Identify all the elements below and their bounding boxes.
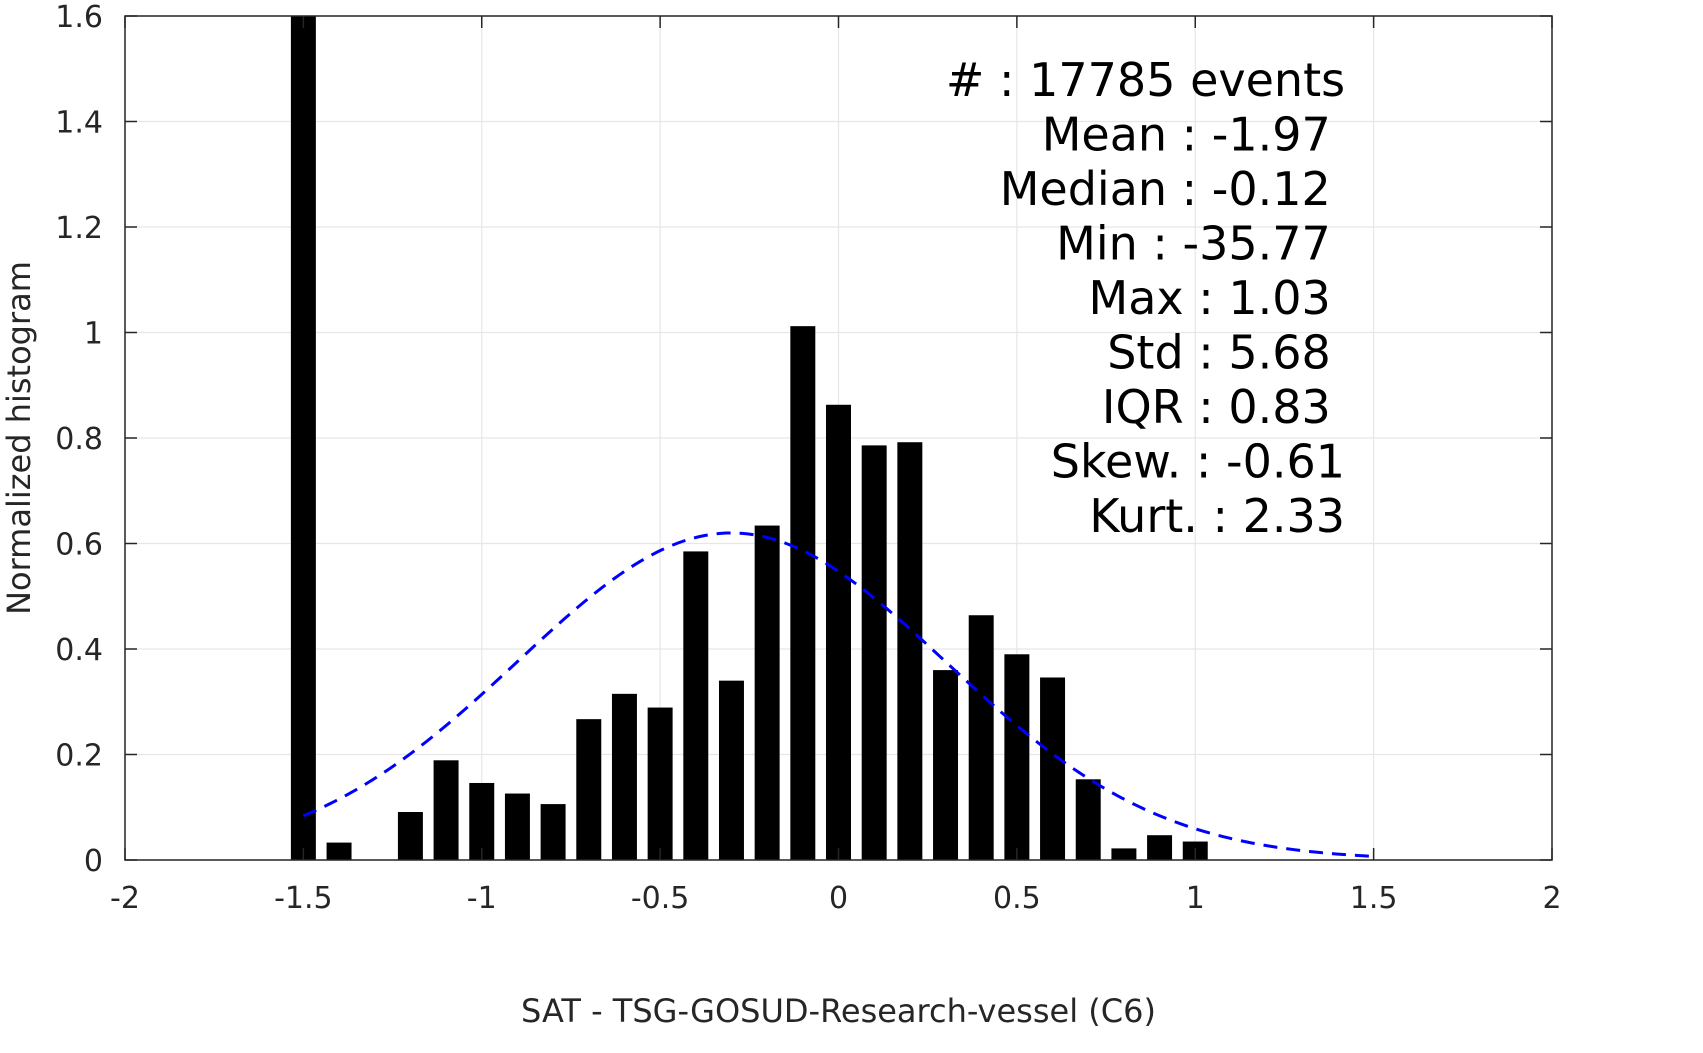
x-tick-label-5: 0.5	[993, 881, 1041, 916]
y-tick-labels: 0 0.2 0.4 0.6 0.8 1 1.2 1.4 1.6	[55, 0, 103, 879]
stat-line-7: Skew. : -0.61	[1051, 435, 1345, 489]
y-tick-label-2: 0.4	[55, 633, 103, 668]
histogram-bar-21	[1075, 779, 1101, 860]
histogram-bar-15	[861, 445, 887, 860]
histogram-bar-12	[754, 525, 780, 860]
x-tick-label-2: -1	[467, 881, 497, 916]
stat-line-2: Median : -0.12	[1000, 162, 1331, 216]
fit-curve-layer	[302, 531, 1374, 858]
histogram-bar-23	[1147, 835, 1173, 860]
stat-line-8: Kurt. : 2.33	[1089, 489, 1345, 543]
x-tick-label-6: 1	[1186, 881, 1205, 916]
y-axis-label: Normalized histogram	[0, 261, 38, 615]
histogram-bar-19	[1004, 654, 1030, 860]
y-tick-label-3: 0.6	[55, 528, 103, 563]
x-tick-label-3: -0.5	[631, 881, 690, 916]
histogram-bar-4	[469, 782, 495, 860]
x-tick-label-7: 1.5	[1350, 881, 1398, 916]
x-axis-label: SAT - TSG-GOSUD-Research-vessel (C6)	[521, 992, 1156, 1030]
stat-line-3: Min : -35.77	[1056, 217, 1331, 271]
histogram-bar-3	[433, 760, 459, 860]
histogram-bar-18	[968, 615, 994, 860]
stat-line-0: # : 17785 events	[946, 53, 1345, 107]
histogram-bar-22	[1111, 848, 1137, 860]
y-tick-label-7: 1.4	[55, 106, 103, 141]
histogram-bar-0	[290, 16, 316, 860]
y-tick-label-5: 1	[84, 317, 103, 352]
x-tick-label-8: 2	[1542, 881, 1561, 916]
x-tick-label-4: 0	[829, 881, 848, 916]
histogram-bar-5	[504, 793, 530, 860]
gaussian-fit-curve	[302, 531, 1374, 858]
histogram-bar-2	[397, 811, 423, 860]
stat-line-6: IQR : 0.83	[1102, 380, 1331, 434]
histogram-bar-17	[933, 670, 959, 860]
y-tick-label-0: 0	[84, 844, 103, 879]
x-tick-label-1: -1.5	[274, 881, 333, 916]
histogram-bar-1	[326, 842, 352, 860]
stat-line-4: Max : 1.03	[1089, 271, 1331, 325]
histogram-bar-16	[897, 442, 923, 860]
stat-line-5: Std : 5.68	[1107, 326, 1331, 380]
y-tick-label-8: 1.6	[55, 0, 103, 35]
y-tick-label-1: 0.2	[55, 739, 103, 774]
stat-line-1: Mean : -1.97	[1042, 108, 1331, 162]
histogram-bar-10	[683, 551, 709, 860]
histogram-bar-11	[718, 680, 744, 860]
histogram-bar-8	[611, 693, 637, 860]
histogram-bar-13	[790, 326, 816, 860]
x-tick-label-0: -2	[110, 881, 140, 916]
histogram-bar-20	[1040, 677, 1066, 860]
x-tick-labels: -2 -1.5 -1 -0.5 0 0.5 1 1.5 2	[110, 881, 1562, 916]
axis-ticks	[124, 15, 1553, 861]
histogram-bar-7	[576, 719, 602, 860]
y-tick-label-4: 0.8	[55, 422, 103, 457]
histogram-bar-6	[540, 804, 566, 860]
histogram-bars	[290, 16, 1208, 860]
histogram-bar-9	[647, 707, 673, 860]
y-tick-label-6: 1.2	[55, 211, 103, 246]
histogram-bar-14	[826, 404, 851, 860]
